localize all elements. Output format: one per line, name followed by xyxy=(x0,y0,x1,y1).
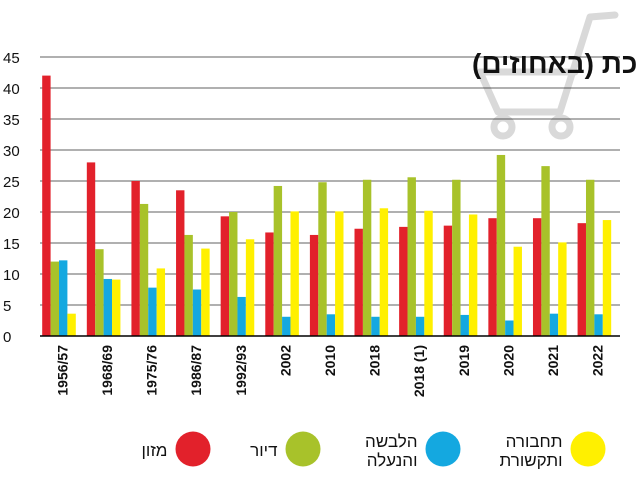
y-tick-label: 5 xyxy=(3,298,11,315)
bar xyxy=(577,223,586,336)
x-axis-tick-labels: 1956/57 1968/69 1975/76 1986/87 1992/93 2002 2… xyxy=(54,345,605,397)
bar xyxy=(407,177,416,336)
legend-swatch xyxy=(570,431,606,467)
bar xyxy=(585,179,595,336)
bar xyxy=(558,242,567,336)
x-tick-label: 1986/87 xyxy=(188,345,204,396)
bar xyxy=(59,260,68,336)
bar xyxy=(86,162,96,336)
bar xyxy=(273,185,283,336)
bar xyxy=(67,313,76,336)
legend-label: הלבשה xyxy=(365,432,417,451)
bar xyxy=(371,316,380,336)
bar xyxy=(201,248,210,336)
bar xyxy=(95,249,104,336)
bar xyxy=(415,316,425,336)
legend-label: דיור xyxy=(250,441,277,460)
bar xyxy=(103,278,113,336)
bar xyxy=(309,234,319,336)
x-tick-label: 2002 xyxy=(277,345,293,376)
bar xyxy=(379,208,389,336)
x-tick-label: 2019 xyxy=(456,345,472,376)
bar xyxy=(468,214,478,336)
x-tick-label: 2020 xyxy=(500,345,516,376)
y-axis-tick-labels: 0 5 10 15 20 25 30 35 40 45 xyxy=(3,50,20,346)
bar xyxy=(237,296,246,336)
bar xyxy=(460,314,469,336)
bar xyxy=(452,179,461,336)
x-tick-label: 1992/93 xyxy=(233,345,249,396)
bar xyxy=(549,313,559,336)
bar xyxy=(318,182,327,336)
bar xyxy=(513,246,522,336)
bar xyxy=(399,226,408,336)
bar xyxy=(488,218,497,336)
bar xyxy=(496,154,506,336)
legend-label: תחבורה xyxy=(506,432,563,451)
y-tick-label: 40 xyxy=(3,81,20,98)
bar xyxy=(156,268,166,336)
legend-swatch xyxy=(285,431,321,467)
x-tick-label: 2022 xyxy=(590,345,606,376)
bar xyxy=(148,287,157,336)
bar xyxy=(229,212,238,336)
bar xyxy=(532,218,542,336)
y-tick-label: 30 xyxy=(3,143,20,160)
x-tick-label: 2010 xyxy=(322,345,338,376)
bar xyxy=(541,166,550,336)
bar xyxy=(282,316,291,336)
bar xyxy=(443,225,453,336)
legend-label: והנעלה xyxy=(367,451,418,470)
x-tick-label: 1956/57 xyxy=(54,345,70,396)
y-tick-label: 15 xyxy=(3,236,20,253)
bar xyxy=(265,232,274,336)
bar xyxy=(112,279,121,336)
bar xyxy=(335,211,344,336)
shopping-cart-icon xyxy=(476,11,619,140)
chart-title: הרכב ההוצאה לתצרוכת (באחוזים) xyxy=(472,48,637,79)
bar xyxy=(424,210,433,336)
y-tick-label: 20 xyxy=(3,205,20,222)
bar xyxy=(184,234,193,336)
bar xyxy=(192,289,202,336)
x-tick-label: 2021 xyxy=(545,345,561,376)
bar xyxy=(354,228,363,336)
bar xyxy=(290,211,299,336)
bar xyxy=(362,179,372,336)
x-tick-label: 1975/76 xyxy=(144,345,160,396)
legend-label: מזון xyxy=(141,441,167,460)
bar xyxy=(131,181,140,336)
bar xyxy=(220,216,230,336)
gridlines xyxy=(40,56,620,306)
legend-swatch xyxy=(425,431,461,467)
bar xyxy=(594,314,603,336)
bar xyxy=(326,314,336,336)
bar xyxy=(42,75,51,336)
bar xyxy=(245,239,255,336)
x-tick-label: 2018 (1) xyxy=(411,345,427,397)
y-tick-label: 10 xyxy=(3,267,20,284)
bar xyxy=(176,190,185,336)
bar xyxy=(139,203,149,336)
x-tick-label: 1968/69 xyxy=(99,345,115,396)
bar xyxy=(50,261,59,336)
bars-group xyxy=(42,75,612,336)
x-tick-label: 2018 xyxy=(367,345,383,376)
legend-swatch xyxy=(175,431,211,467)
y-tick-label: 25 xyxy=(3,174,20,191)
y-tick-label: 35 xyxy=(3,112,20,129)
bar xyxy=(602,220,612,336)
y-tick-label: 45 xyxy=(3,50,20,67)
bar xyxy=(505,320,514,336)
y-tick-label: 0 xyxy=(3,329,11,346)
legend-label: ותקשורת xyxy=(500,451,563,470)
